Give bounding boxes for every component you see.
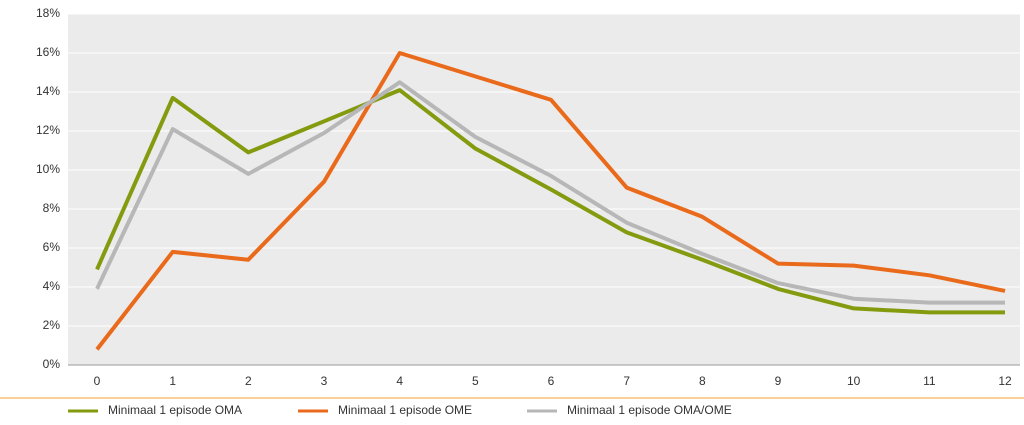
x-tick-label: 11	[923, 374, 936, 388]
x-tick-label: 4	[396, 374, 403, 388]
plot-area	[68, 14, 1020, 365]
y-tick-label: 4%	[43, 279, 61, 293]
y-tick-label: 0%	[43, 357, 61, 371]
x-tick-label: 8	[699, 374, 706, 388]
y-tick-label: 8%	[43, 201, 61, 215]
y-tick-label: 10%	[36, 162, 60, 176]
x-tick-label: 9	[775, 374, 782, 388]
series-line	[95, 80, 1005, 305]
legend-label: Minimaal 1 episode OME	[338, 403, 472, 417]
x-tick-label: 10	[847, 374, 861, 388]
y-tick-label: 6%	[43, 240, 61, 254]
series-line	[95, 51, 1006, 351]
legend-label: Minimaal 1 episode OMA/OME	[567, 403, 732, 417]
y-tick-label: 2%	[43, 318, 61, 332]
legend-label: Minimaal 1 episode OMA	[108, 403, 242, 417]
x-tick-label: 2	[245, 374, 252, 388]
y-tick-label: 14%	[36, 84, 60, 98]
x-tick-label: 1	[169, 374, 176, 388]
x-tick-label: 5	[472, 374, 479, 388]
x-tick-label: 12	[998, 374, 1012, 388]
x-tick-label: 6	[548, 374, 555, 388]
y-tick-label: 12%	[36, 123, 60, 137]
x-tick-label: 3	[321, 374, 328, 388]
y-tick-label: 16%	[36, 45, 60, 59]
x-tick-label: 0	[94, 374, 101, 388]
series-line	[95, 88, 1005, 315]
y-tick-label: 18%	[36, 6, 60, 20]
x-tick-label: 7	[623, 374, 630, 388]
